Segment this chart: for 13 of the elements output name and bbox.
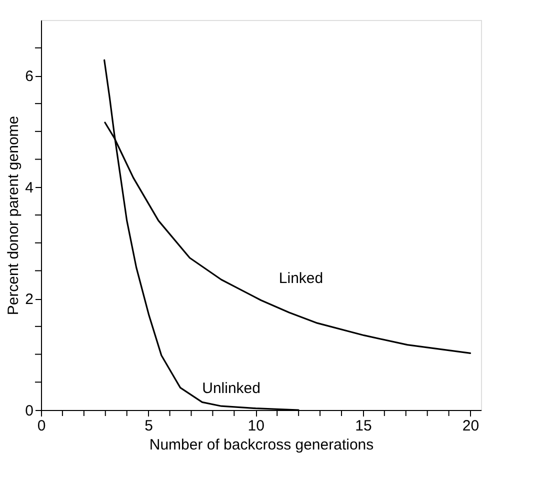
x-tick-label: 10 <box>248 418 264 434</box>
x-tick-label: 5 <box>144 418 153 434</box>
series-label: Linked <box>278 270 324 288</box>
x-tick-label: 20 <box>462 418 480 434</box>
y-tick-label: 2 <box>25 291 34 308</box>
x-tick-label: 15 <box>355 418 372 434</box>
y-tick-label: 4 <box>25 180 34 197</box>
y-tick-label: 6 <box>25 68 34 86</box>
y-tick-label: 0 <box>25 402 34 420</box>
series-label: Unlinked <box>202 380 260 398</box>
x-tick-label: 0 <box>37 418 46 434</box>
x-axis-title: Number of backcross generations <box>149 436 374 454</box>
y-axis-title: Percent donor parent genome <box>5 116 22 316</box>
